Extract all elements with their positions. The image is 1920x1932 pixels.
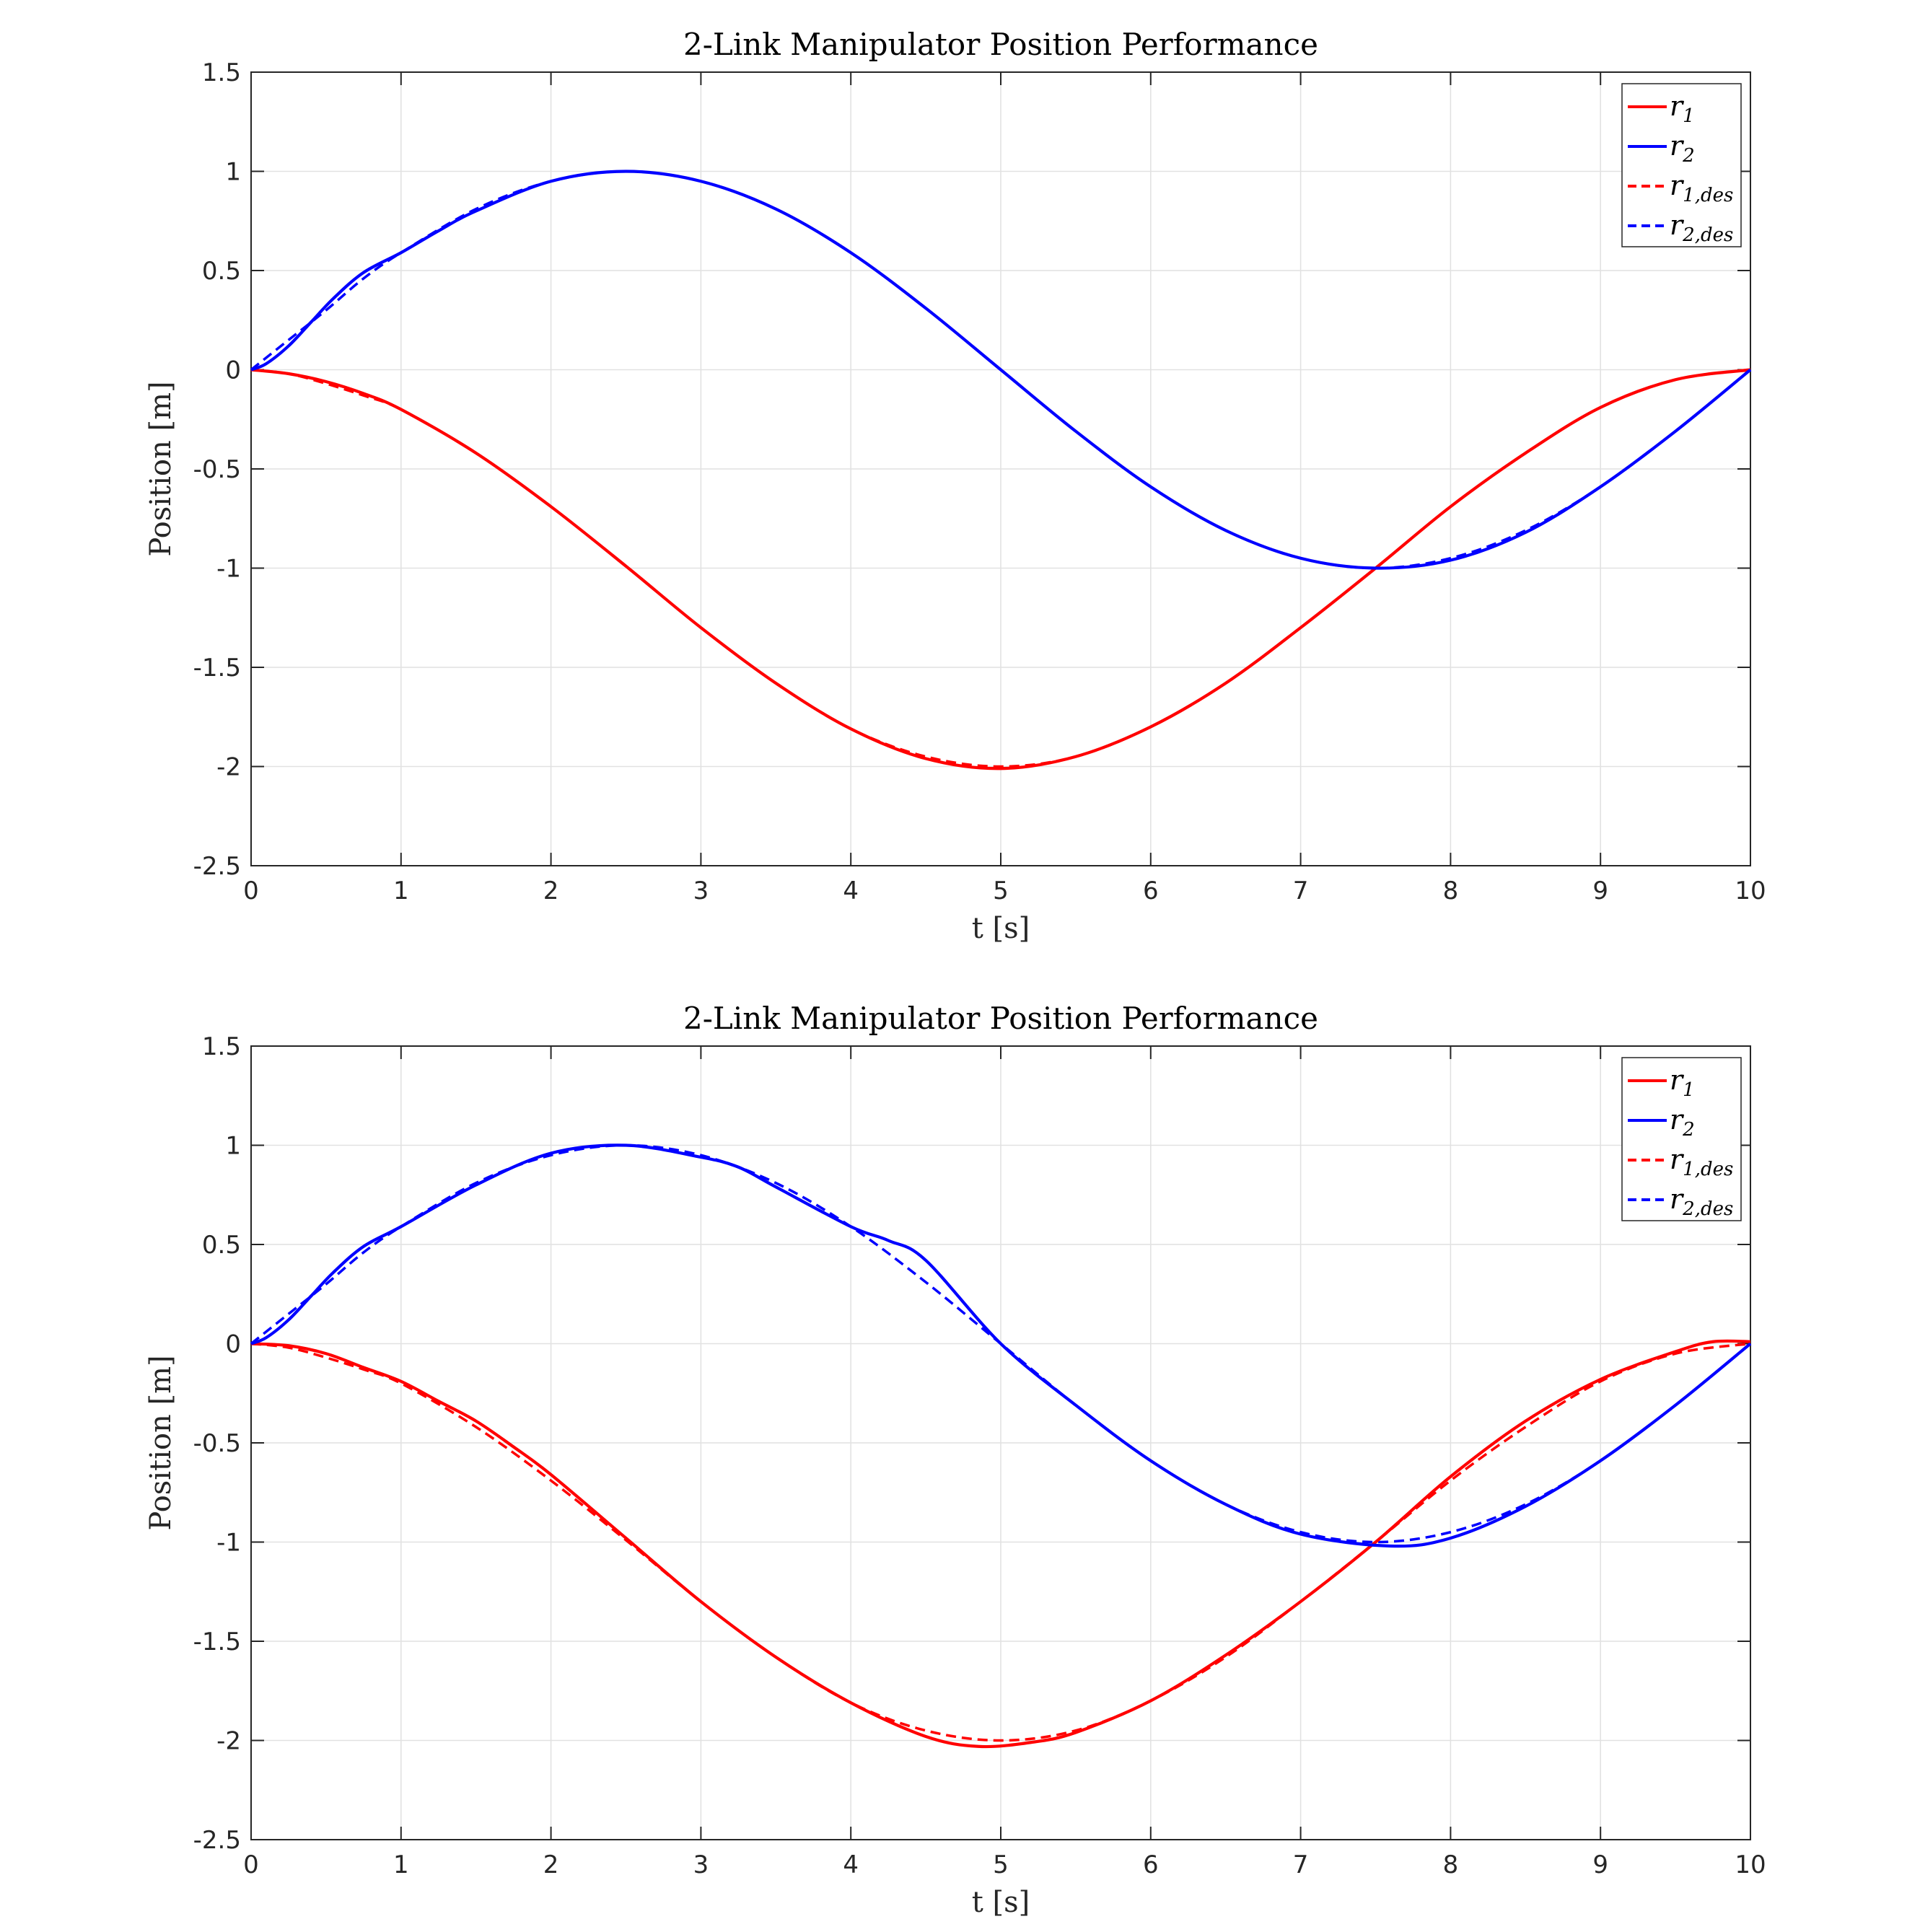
chart-panel-1: 0 1 2 3 4 5 6 7 8 9 10 1.5 1 0.5 0 -0.5 -1 -1.5 -2 -2.5 2-Li… [144,27,1766,945]
x-tick-label: 7 [1293,1850,1309,1879]
y-tick-label: -2.5 [193,852,241,881]
legend-entry: r2 [1670,1104,1695,1141]
y-tick-label: -0.5 [193,455,241,484]
x-tick-label: 3 [693,877,709,905]
series-line-r2 [250,1143,1752,1548]
series-group [250,170,1752,770]
series-line-r1-des [250,1342,1751,1742]
legend-box [1621,1057,1742,1221]
y-axis-label: Position [m] [144,1355,177,1530]
chart-title: 2-Link Manipulator Position Performance [683,1001,1318,1036]
x-tick-label: 10 [1735,877,1766,905]
series-group [250,1143,1752,1749]
y-tick-label: 1.5 [202,58,241,87]
y-tick-label: -1 [216,555,241,584]
y-tick-label: 0.5 [202,257,241,286]
x-tick-label: 10 [1735,1850,1766,1879]
x-tick-label: 0 [243,1850,259,1879]
series-line-r2 [250,170,1752,570]
y-axis-label: Position [m] [144,381,177,556]
legend-entry: r2,des [1670,209,1733,246]
x-tick-label: 3 [693,1850,709,1879]
y-tick-label: -0.5 [193,1429,241,1458]
x-tick-label: 9 [1592,877,1608,905]
x-axis-label: t [s] [972,912,1030,945]
y-tick-label: -2 [216,1727,241,1756]
x-tick-label: 4 [843,1850,859,1879]
x-tick-label: 5 [993,1850,1009,1879]
x-tick-label: 1 [393,877,409,905]
x-axis-label: t [s] [972,1886,1030,1919]
series-line-r1 [250,1339,1751,1749]
x-tick-label: 6 [1143,877,1159,905]
chart-panel-2: 0 1 2 3 4 5 6 7 8 9 10 1.5 1 0.5 0 -0.5 -1 -1.5 -2 -2.5 2-Li… [144,1001,1766,1919]
y-tick-label: 1 [225,1132,241,1161]
x-tick-label: 4 [843,877,859,905]
y-tick-label: -1.5 [193,654,241,682]
x-tick-label: 2 [543,1850,559,1879]
chart-title: 2-Link Manipulator Position Performance [683,27,1318,62]
y-tick-label: -2 [216,753,241,782]
x-tick-label: 1 [393,1850,409,1879]
legend-entry: r1 [1670,1064,1695,1101]
series-line-r1 [250,368,1751,770]
legend-entry: r2 [1670,130,1695,167]
y-tick-label: -2.5 [193,1826,241,1855]
x-tick-label: 9 [1592,1850,1608,1879]
x-tick-label: 2 [543,877,559,905]
y-tick-label: 1 [225,158,241,187]
legend-entry: r1,des [1670,170,1733,206]
y-tick-label: 0 [225,1330,241,1359]
legend-entry: r1,des [1670,1143,1733,1180]
legend-entry: r2,des [1670,1183,1733,1220]
legend-entry: r1 [1670,90,1695,127]
y-tick-label: 0 [225,356,241,385]
x-tick-label: 0 [243,877,259,905]
x-tick-label: 8 [1443,1850,1459,1879]
y-tick-label: -1.5 [193,1628,241,1656]
y-tick-label: 0.5 [202,1231,241,1260]
x-tick-label: 8 [1443,877,1459,905]
y-tick-label: -1 [216,1529,241,1558]
legend-box [1621,83,1742,247]
x-tick-label: 7 [1293,877,1309,905]
y-tick-label: 1.5 [202,1032,241,1061]
x-tick-label: 5 [993,877,1009,905]
x-tick-label: 6 [1143,1850,1159,1879]
